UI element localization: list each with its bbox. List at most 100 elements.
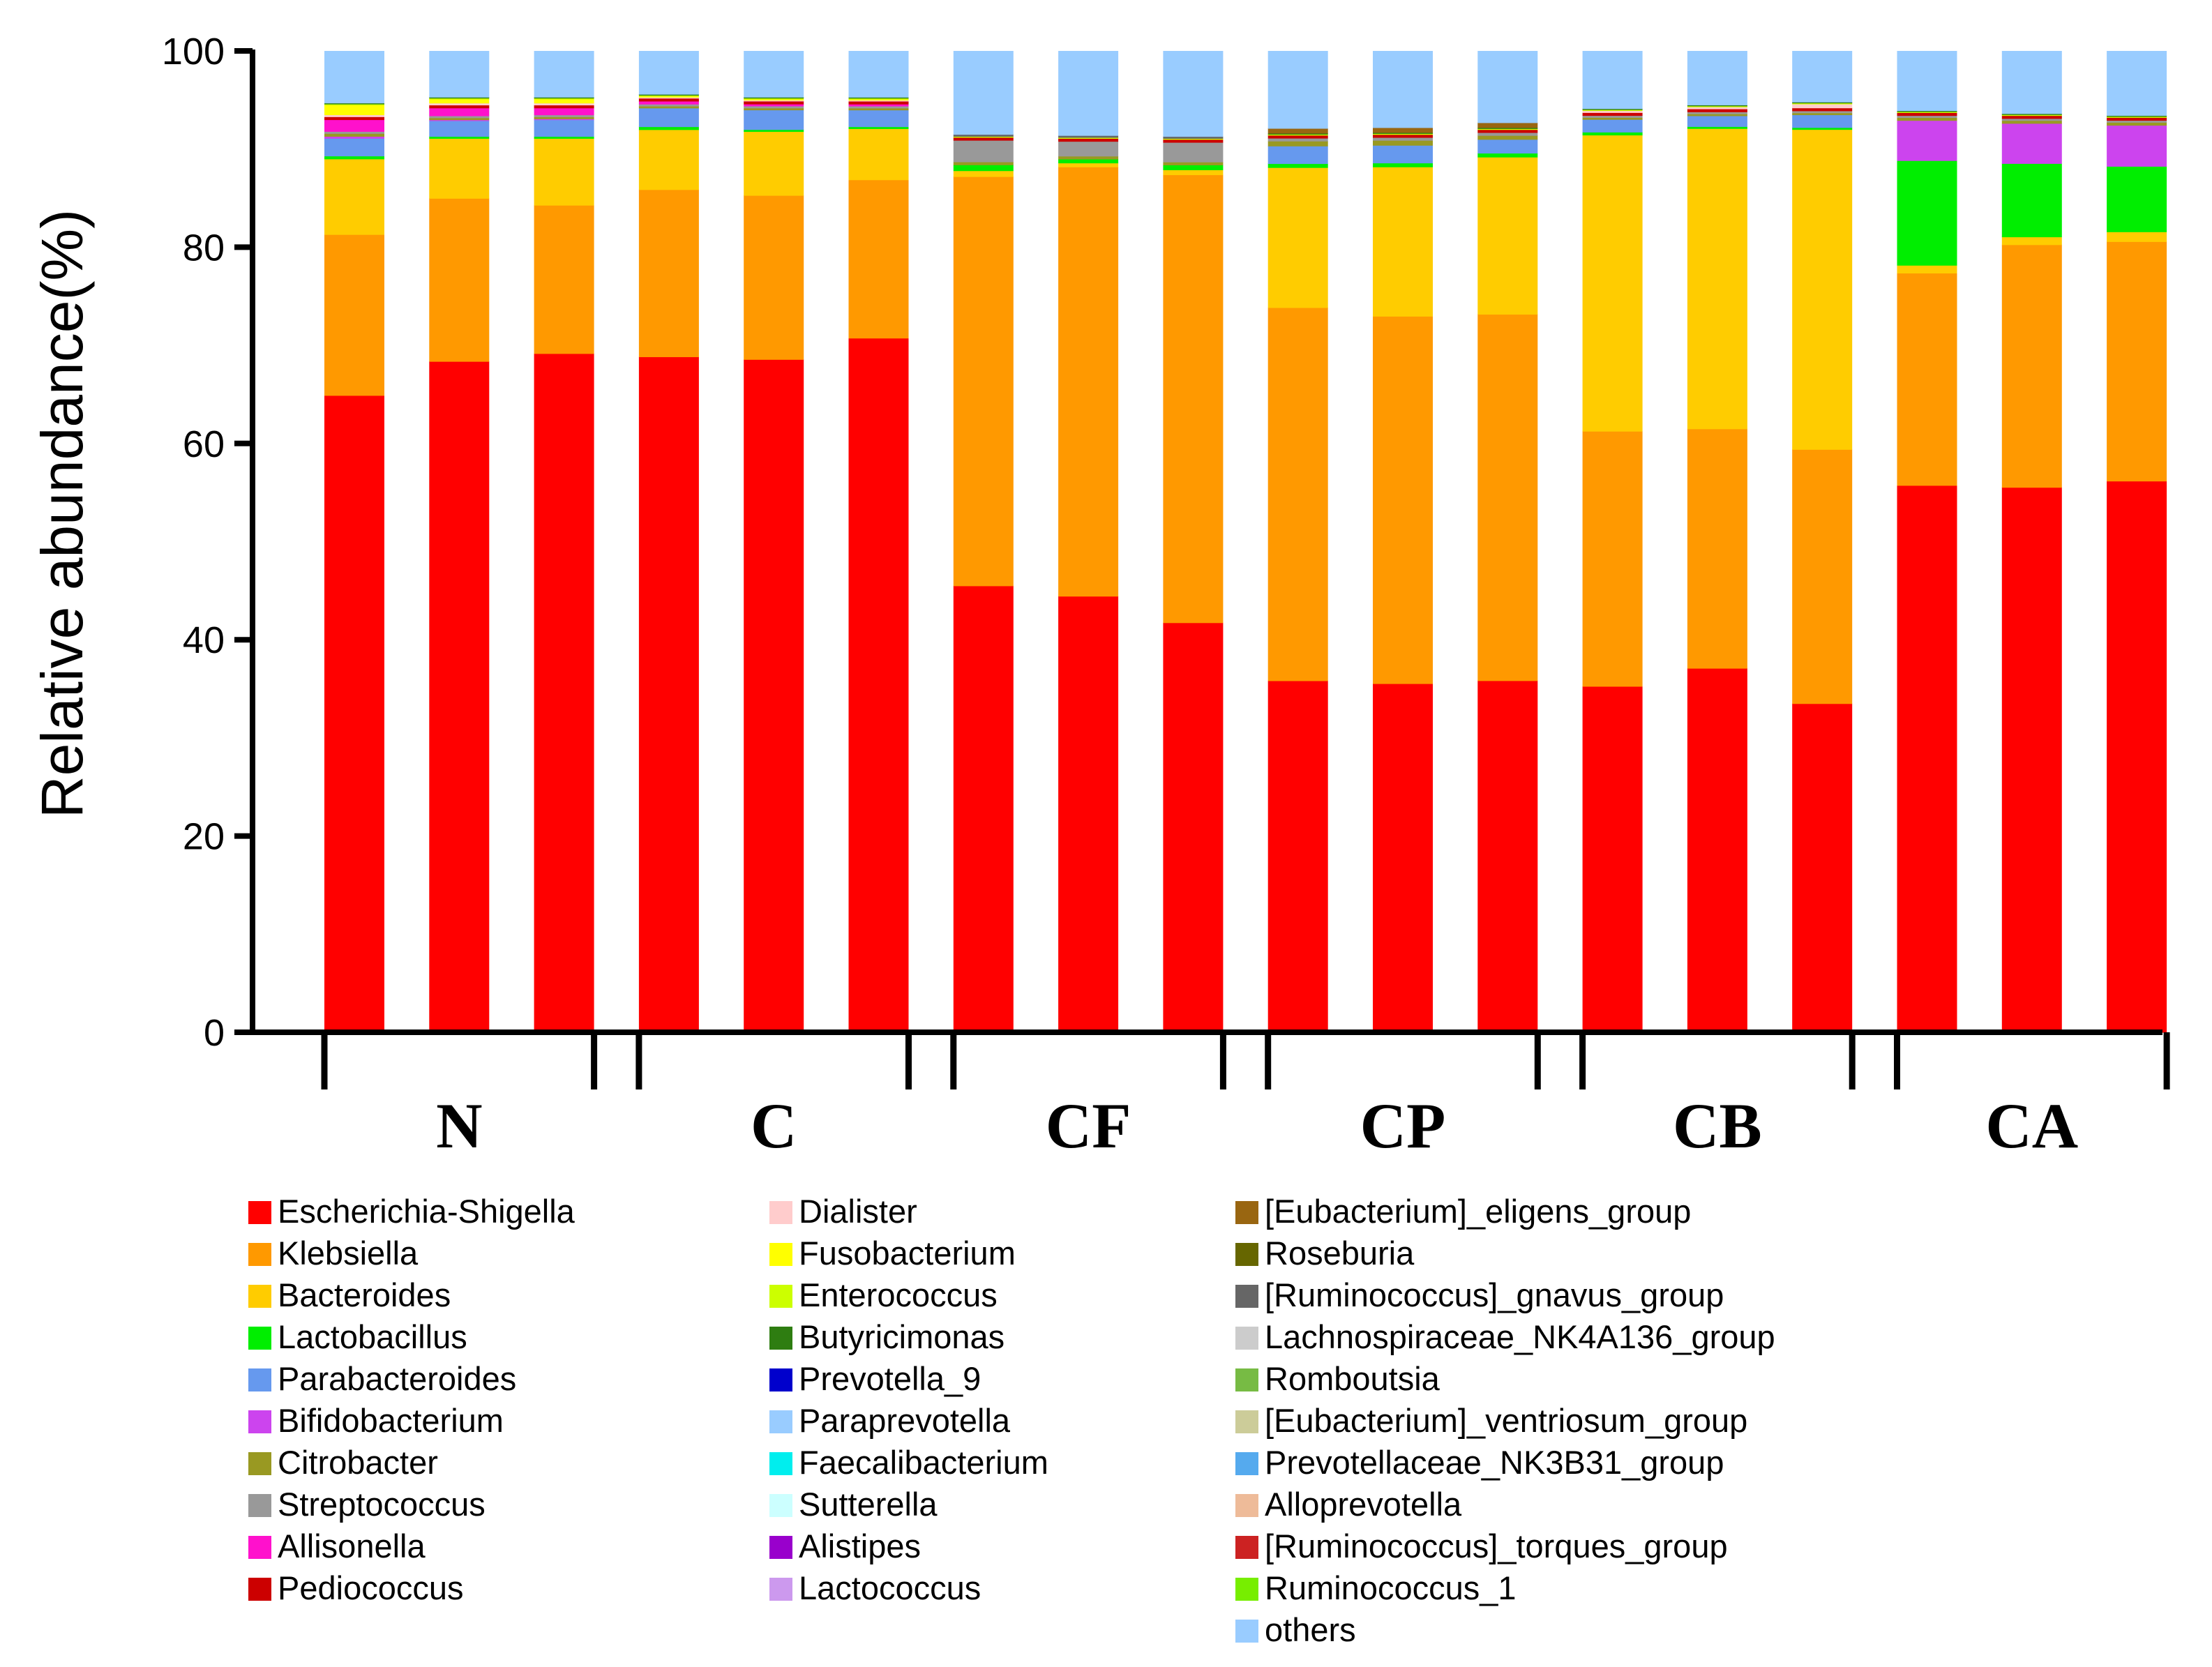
bar-segment <box>744 110 804 130</box>
bar-segment <box>429 107 490 116</box>
bar-segment <box>953 170 1014 177</box>
bar-segment <box>1897 110 1957 112</box>
bar-segment <box>1477 122 1538 128</box>
bar-segment <box>1373 145 1433 164</box>
bar-segment <box>953 136 1014 138</box>
bar-segment <box>744 131 804 196</box>
legend-label: others <box>1265 1611 1356 1648</box>
bar-segment <box>324 119 384 132</box>
bar-segment <box>953 585 1014 1033</box>
bar-segment <box>638 189 699 358</box>
bar-segment <box>1477 153 1538 158</box>
bar-segment <box>1687 668 1747 1033</box>
legend-item: Fusobacterium <box>769 1235 1016 1272</box>
bar-segment <box>638 94 699 96</box>
legend-item: Allisonella <box>248 1528 426 1564</box>
bar-segment <box>1687 428 1747 669</box>
bar-segment <box>848 104 909 107</box>
bar-segment <box>1267 146 1328 165</box>
bar-segment <box>2107 125 2167 167</box>
y-tick-label: 0 <box>204 1012 225 1054</box>
bar-segment <box>2001 51 2062 114</box>
bar-segment <box>1582 115 1643 118</box>
bar-segment <box>2001 120 2062 124</box>
bar-segment <box>1687 51 1747 105</box>
legend-swatch <box>1235 1327 1258 1350</box>
bar-segment <box>2107 232 2167 242</box>
bar-segment <box>2107 116 2167 118</box>
bar-segment <box>2107 241 2167 482</box>
bar-segment <box>1373 134 1433 138</box>
bar-segment <box>1163 139 1224 143</box>
bar-segment <box>1477 127 1538 129</box>
bar-segment <box>1477 128 1538 130</box>
bar-segment <box>848 97 909 99</box>
legend-label: Prevotella_9 <box>799 1360 981 1397</box>
legend-swatch <box>248 1201 271 1224</box>
bar-segment <box>324 133 384 137</box>
bar-segment <box>1687 115 1747 127</box>
bar-segment <box>1058 141 1119 157</box>
bar-segment <box>848 338 909 1033</box>
legend-item: Enterococcus <box>769 1276 998 1313</box>
legend-swatch <box>1235 1285 1258 1308</box>
bar-segment <box>1163 162 1224 165</box>
bar-segment <box>848 51 909 98</box>
bar-segment <box>534 107 594 116</box>
bar-segment <box>1058 596 1119 1033</box>
legend-swatch <box>1235 1578 1258 1601</box>
bar-segment <box>429 117 490 121</box>
legend-item: Parabacteroides <box>248 1360 516 1397</box>
bar-segment <box>953 165 1014 172</box>
group-axis: N C CF CP CB CA <box>321 1032 2170 1161</box>
legend-item: Ruminococcus_1 <box>1235 1569 1517 1606</box>
legend-swatch <box>1235 1368 1258 1391</box>
bar-segment <box>1897 273 1957 486</box>
bar-segment <box>744 51 804 98</box>
group-label: CB <box>1673 1090 1762 1161</box>
bar-segment <box>429 361 490 1033</box>
legend-label: Prevotellaceae_NK3B31_group <box>1265 1444 1724 1481</box>
bar-segment <box>638 126 699 130</box>
bar-segment <box>1267 51 1328 129</box>
legend-swatch <box>1235 1243 1258 1266</box>
bar-stack <box>953 51 1014 1033</box>
bar-segment <box>1582 112 1643 116</box>
bar-stack <box>1163 51 1224 1033</box>
bar-segment <box>1373 133 1433 135</box>
legend-swatch <box>248 1327 271 1350</box>
legend-swatch <box>248 1536 271 1559</box>
bar-segment <box>638 100 699 105</box>
bar-segment <box>429 99 490 104</box>
legend-swatch <box>769 1201 792 1224</box>
bar-segment <box>638 356 699 1033</box>
bar-segment <box>953 140 1014 163</box>
bar-segment <box>534 353 594 1033</box>
legend-item: Faecalibacterium <box>769 1444 1048 1481</box>
legend-item: Bifidobacterium <box>248 1402 504 1439</box>
bar-segment <box>1163 622 1224 1033</box>
legend-item: Lachnospiraceae_NK4A136_group <box>1235 1318 1775 1355</box>
bar-segment <box>429 198 490 362</box>
bar-segment <box>848 110 909 128</box>
bar-segment <box>1477 132 1538 136</box>
legend-swatch <box>769 1536 792 1559</box>
bar-segment <box>744 129 804 133</box>
bar-segment <box>324 103 384 105</box>
bar-stack <box>848 51 909 1033</box>
legend-label: [Ruminococcus]_torques_group <box>1265 1528 1728 1564</box>
bar-segment <box>953 176 1014 587</box>
bar-stack <box>534 51 594 1033</box>
bar-segment <box>1267 307 1328 681</box>
legend-label: Citrobacter <box>278 1444 438 1481</box>
legend-item: Paraprevotella <box>769 1402 1011 1439</box>
bar-segment <box>2001 236 2062 246</box>
bar-segment <box>534 119 594 137</box>
bar-segment <box>1163 142 1224 163</box>
bar-segment <box>744 100 804 105</box>
bar-segment <box>1373 316 1433 684</box>
bar-segment <box>429 103 490 106</box>
bar-segment <box>848 100 909 102</box>
group-label: CA <box>1985 1090 2078 1161</box>
bar-segment <box>638 95 699 97</box>
